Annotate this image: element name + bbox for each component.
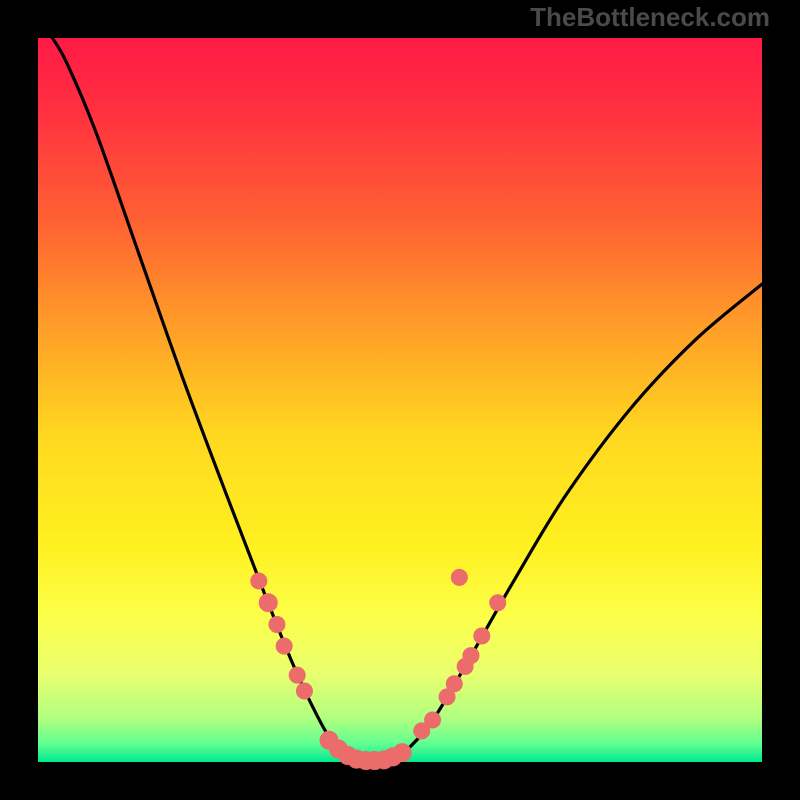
data-marker: [269, 616, 285, 632]
data-marker: [251, 573, 267, 589]
data-marker: [451, 569, 467, 585]
data-marker: [463, 648, 479, 664]
data-marker: [490, 595, 506, 611]
data-marker: [296, 683, 312, 699]
watermark-text: TheBottleneck.com: [530, 2, 770, 33]
data-marker: [276, 638, 292, 654]
data-marker: [289, 667, 305, 683]
chart-root: TheBottleneck.com: [0, 0, 800, 800]
plot-background: [38, 38, 762, 762]
plot-svg: [0, 0, 800, 800]
data-marker: [474, 628, 490, 644]
data-marker: [425, 712, 441, 728]
data-marker: [393, 744, 411, 762]
data-marker: [446, 676, 462, 692]
data-marker: [259, 594, 277, 612]
